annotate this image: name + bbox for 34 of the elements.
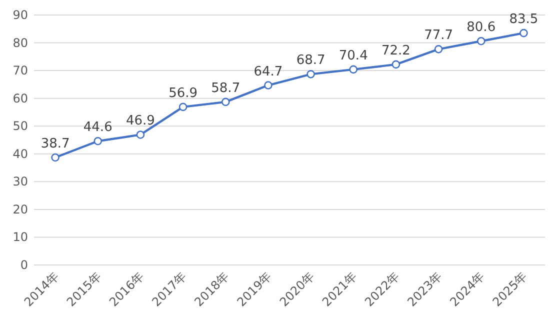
data-label: 64.7	[254, 64, 283, 80]
data-label: 46.9	[126, 114, 155, 129]
y-tick-label: 50	[12, 119, 28, 134]
data-label: 68.7	[296, 53, 326, 68]
point	[51, 153, 60, 162]
point	[264, 81, 272, 90]
y-tick-label: 0	[20, 258, 28, 272]
point	[136, 130, 145, 139]
point	[392, 60, 400, 69]
data-label: 83.5	[509, 12, 538, 28]
y-tick-label: 90	[12, 8, 28, 22]
y-tick-label: 40	[12, 146, 28, 161]
data-label: 58.7	[211, 80, 240, 96]
data-label: 56.9	[168, 86, 198, 101]
y-tick-label: 20	[12, 202, 28, 216]
data-label: 38.7	[40, 136, 70, 152]
data-label: 70.4	[338, 48, 368, 64]
point	[94, 136, 102, 146]
point	[178, 102, 188, 112]
point	[221, 98, 230, 106]
point	[434, 45, 443, 54]
point	[520, 28, 528, 38]
data-label: 80.6	[466, 20, 496, 36]
y-tick-label: 80	[12, 36, 28, 50]
point	[306, 70, 315, 78]
data-label: 77.7	[424, 28, 454, 44]
y-tick-label: 10	[12, 230, 28, 244]
point	[476, 36, 486, 46]
y-tick-label: 70	[12, 64, 28, 78]
data-label: 72.2	[381, 43, 410, 58]
data-label: 44.6	[83, 120, 112, 136]
y-tick-label: 60	[12, 91, 28, 106]
y-tick-label: 30	[12, 174, 28, 189]
point	[349, 65, 358, 74]
